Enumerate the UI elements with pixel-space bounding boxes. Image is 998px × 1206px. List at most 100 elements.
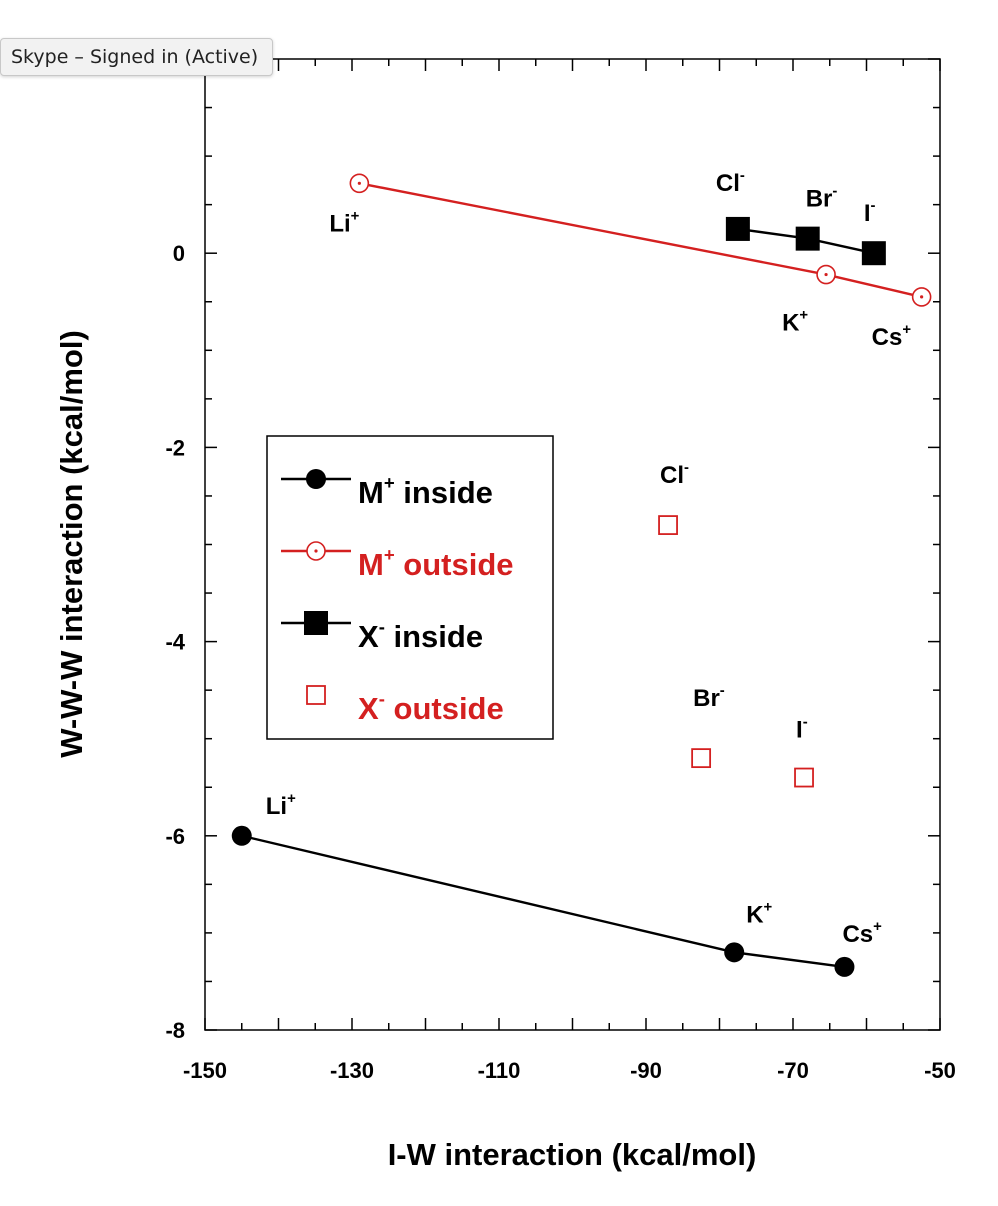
point-label-2-2-sup: - [871, 198, 876, 214]
point-label-0-1: K+ [746, 899, 772, 928]
legend-label-suffix: inside [385, 619, 483, 654]
data-point-2-2-square [861, 241, 886, 266]
point-label-3-2-sup: - [803, 715, 808, 731]
point-label-0-0-sup: + [287, 791, 296, 807]
legend-entry-1: M+ outside [281, 541, 514, 582]
legend-label-sup: - [379, 616, 385, 637]
legend-marker-3-square [306, 685, 326, 705]
series-line-1 [359, 182, 922, 299]
data-point-0-1 [724, 942, 745, 963]
point-label-0-2-sup: + [873, 919, 882, 935]
legend-label-suffix: outside [385, 691, 504, 726]
data-point-0-2-dot [834, 956, 855, 977]
point-label-0-0: Li+ [266, 791, 296, 820]
y-tick-label: -6 [165, 824, 185, 849]
legend-marker-1 [306, 541, 326, 561]
legend-label-sup: + [384, 544, 395, 565]
y-axis-label: W-W-W interaction (kcal/mol) [54, 330, 89, 758]
point-label-1-2: Cs+ [872, 322, 912, 351]
y-tick-label: -2 [165, 435, 185, 460]
legend-label-base: M [358, 475, 384, 510]
x-tick-label: -110 [478, 1058, 521, 1083]
point-label-0-1-base: K [746, 901, 764, 928]
point-label-1-0-base: Li [329, 210, 350, 237]
point-label-2-1-base: Br [806, 186, 833, 213]
x-axis-label: I-W interaction (kcal/mol) [388, 1137, 757, 1172]
legend-label-sup: + [384, 472, 395, 493]
data-point-2-1-square [795, 226, 820, 251]
x-tick-label: -90 [630, 1058, 662, 1083]
data-point-0-1-dot [724, 942, 745, 963]
data-point-2-2 [861, 241, 886, 266]
point-label-0-0-base: Li [266, 793, 287, 820]
legend-marker-1-center [314, 549, 318, 553]
y-tick-label: -4 [165, 630, 185, 655]
point-label-2-0-base: Cl [716, 170, 740, 197]
point-label-1-2-base: Cs [872, 324, 903, 351]
x-tick-label: -70 [777, 1058, 809, 1083]
data-point-2-0-square [725, 216, 750, 241]
data-point-3-1-square [691, 748, 712, 769]
point-label-1-2-sup: + [902, 322, 911, 338]
legend-marker-0 [306, 469, 326, 489]
point-label-0-2-base: Cs [842, 921, 873, 948]
legend-entry-2: X- inside [281, 611, 483, 654]
point-label-1-0-sup: + [351, 208, 360, 224]
point-label-2-0: Cl- [716, 168, 745, 197]
point-label-1-0: Li+ [329, 208, 359, 237]
point-label-0-1-sup: + [764, 899, 773, 915]
x-tick-label: -130 [330, 1058, 374, 1083]
y-tick-label: -8 [165, 1018, 185, 1043]
x-tick-label: -150 [183, 1058, 227, 1083]
legend-marker-0-dot [306, 469, 326, 489]
data-point-3-2 [794, 767, 814, 788]
legend-marker-3 [306, 685, 326, 705]
data-point-1-2-center [920, 295, 924, 299]
point-label-3-0-base: Cl [660, 462, 684, 489]
data-point-1-1-center [824, 272, 828, 277]
point-label-2-1-sup: - [832, 184, 837, 200]
point-label-1-1: K+ [782, 308, 808, 337]
point-label-0-2: Cs+ [842, 919, 882, 948]
data-point-1-0 [349, 173, 370, 194]
legend-label-base: X [358, 619, 379, 654]
data-point-2-0 [725, 216, 750, 241]
legend-marker-2-square [304, 611, 328, 635]
data-point-0-2 [834, 956, 855, 977]
point-label-3-1-base: Br [693, 685, 720, 712]
data-point-3-0-square [658, 515, 678, 535]
data-point-3-1 [691, 748, 712, 769]
point-label-3-1: Br- [693, 683, 725, 712]
y-tick-label: 0 [173, 241, 185, 266]
data-point-3-0 [658, 515, 678, 535]
point-label-2-1: Br- [806, 184, 838, 213]
legend-label-base: X [358, 691, 379, 726]
data-point-1-1 [816, 264, 836, 285]
data-point-1-0-center [357, 181, 361, 185]
point-label-1-1-base: K [782, 310, 800, 337]
point-label-3-2-base: I [796, 717, 803, 744]
point-label-3-0: Cl- [660, 460, 689, 489]
point-label-2-2-base: I [864, 200, 871, 227]
legend-marker-2 [304, 611, 328, 635]
point-label-3-0-sup: - [684, 460, 689, 476]
legend-label-3: X- outside [358, 688, 504, 726]
data-point-0-0 [231, 825, 252, 846]
skype-status-tooltip: Skype – Signed in (Active) [0, 38, 274, 76]
data-point-0-0-dot [231, 825, 252, 846]
legend-entry-3: X- outside [306, 685, 504, 726]
point-label-2-2: I- [864, 198, 876, 227]
legend-label-2: X- inside [358, 616, 483, 654]
data-point-3-2-square [794, 767, 814, 788]
data-point-2-1 [795, 226, 820, 251]
legend-label-sup: - [379, 688, 385, 709]
legend-label-0: M+ inside [358, 472, 493, 510]
x-tick-label: -50 [924, 1058, 956, 1083]
point-label-2-0-sup: - [740, 168, 745, 184]
legend-label-suffix: inside [395, 475, 493, 510]
legend-label-base: M [358, 547, 384, 582]
point-label-1-1-sup: + [799, 308, 808, 324]
data-point-1-2 [911, 287, 932, 307]
point-label-3-1-sup: - [720, 683, 725, 699]
